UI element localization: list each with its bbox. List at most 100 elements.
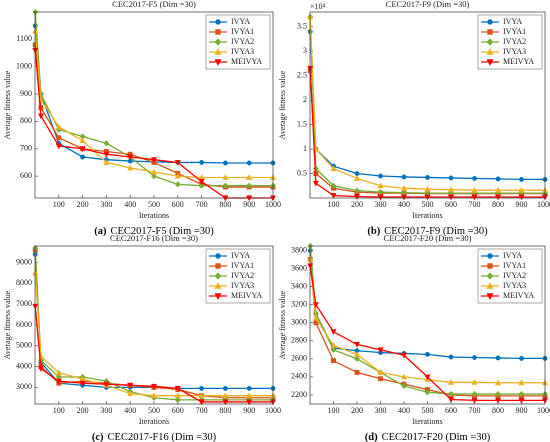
legend-label: IVYA2 [231,271,254,280]
x-tick-label: 600 [172,200,184,209]
legend-marker [214,293,222,300]
y-tick-label: 8000 [16,278,32,287]
marker [447,378,455,385]
legend-label: IVYA3 [503,281,526,290]
marker [222,160,228,166]
y-tick-label: 3200 [291,300,307,309]
x-tick-label: 500 [422,200,434,209]
x-tick-label: 100 [328,406,340,415]
marker [222,182,229,189]
marker [127,164,134,171]
marker [471,194,478,201]
legend-marker [215,19,221,25]
y-tick-label: 700 [20,144,32,153]
marker [400,352,408,359]
x-tick-label: 100 [328,200,340,209]
x-tick-label: 200 [77,200,89,209]
y-tick-label: 3.5 [297,22,307,31]
panel: CEC2017-F16 (Dim =30) Iterations Average f… [3,233,281,442]
legend-label: MEIVYA [231,57,262,66]
marker [79,137,86,144]
caption: (a) CEC2017-F5 (Dim =30) [94,226,214,237]
legend-label: MEIVYA [231,291,262,300]
legend-label: IVYA2 [503,37,526,46]
caption-label: (b) [367,226,380,237]
x-tick-label: 600 [445,200,457,209]
y-tick-label: 2.5 [297,70,307,79]
series-line [309,68,545,198]
marker [330,341,337,348]
chart-title: CEC2017-F16 (Dim =30) [110,233,198,243]
y-tick-label: 2200 [291,390,307,399]
y-tick-label: 4000 [16,361,32,370]
legend-label: IVYA3 [231,47,254,56]
caption-label: (c) [92,432,104,442]
marker [494,397,502,404]
legend-label: IVYA [503,251,522,260]
legend-marker [215,29,221,35]
x-tick-label: 1000 [265,406,281,415]
marker [519,176,524,182]
marker [400,194,408,201]
caption-text: CEC2017-F9 (Dim =30) [384,226,488,237]
y-tick-label: 3800 [291,245,307,254]
legend-marker [214,282,222,289]
chart-title: CEC2017-F20 (Dim =30) [384,233,472,243]
legend-marker [486,282,494,289]
y-tick-label: 2 [303,95,307,104]
plot-frame [34,11,274,199]
marker [55,123,62,130]
marker [401,382,407,390]
y-tick-label: 1.5 [297,119,307,128]
series-line [309,16,545,194]
legend-label: MEIVYA [503,291,534,300]
y-tick-label: 1000 [16,62,32,71]
marker [471,397,478,404]
marker [494,194,502,201]
legend-label: IVYA1 [231,261,254,270]
plot-frame [309,245,546,405]
marker [354,369,360,375]
series-line [34,11,273,187]
y-tick-label: 900 [20,89,32,98]
marker [56,135,62,141]
marker [246,385,252,391]
panel: CEC2017-F5 (Dim =30) Iterations Average fi… [3,0,281,237]
legend-label: IVYA [231,17,250,26]
marker [150,157,158,164]
marker [331,358,336,364]
marker [198,392,205,399]
marker [150,383,158,390]
caption-label: (d) [365,432,378,442]
legend-marker [214,272,222,280]
x-tick-label: 200 [77,406,89,415]
marker [518,194,525,201]
marker [354,187,360,194]
marker [222,174,229,180]
panel: CEC2017-F9 (Dim =30) Iterations Average fi… [278,0,550,237]
marker [518,379,525,386]
marker [447,186,455,193]
x-tick-label: 800 [219,200,231,209]
marker [37,113,45,120]
marker [246,399,253,406]
x-tick-label: 300 [100,200,112,209]
x-tick-label: 600 [445,406,457,415]
marker [55,143,62,150]
x-tick-label: 1000 [537,200,550,209]
series-line [34,306,273,403]
chart-title: CEC2017-F9 (Dim =30) [386,0,470,9]
marker [424,389,431,396]
marker [447,194,455,201]
x-tick-label: 1000 [537,406,550,415]
marker [378,173,383,179]
marker [312,314,319,321]
y-axis-label: Average fitness value [3,290,12,359]
marker [494,379,502,386]
x-axis-label: Iterations [412,417,442,426]
marker [378,376,383,382]
legend-marker [214,59,222,66]
marker [174,392,181,399]
x-tick-label: 400 [124,406,136,415]
